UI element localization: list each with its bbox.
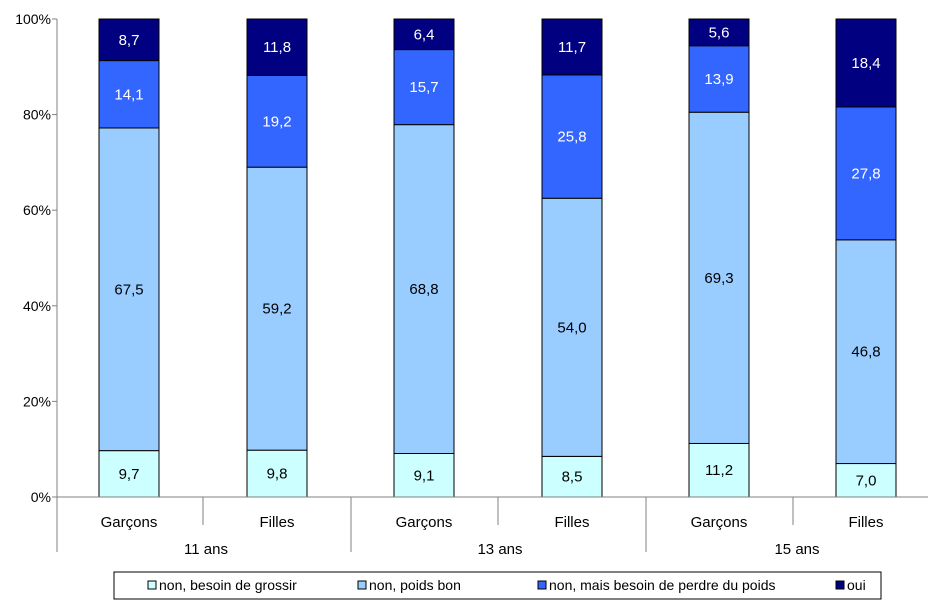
bar-segment	[835, 463, 897, 498]
group-label: 15 ans	[774, 541, 819, 558]
data-label: 14,1	[114, 86, 143, 103]
axes-layer: 0% 20% 40% 60% 80% 100% Garçons Filles Garçons Fi…	[15, 11, 928, 558]
data-label: 67,5	[114, 281, 143, 298]
legend: non, besoin de grossir non, poids bon non,…	[113, 571, 882, 600]
legend-label: oui	[847, 577, 866, 593]
data-label: 11,7	[558, 39, 586, 56]
bar-segment	[246, 166, 308, 451]
data-label: 18,4	[851, 55, 880, 72]
bar-segment	[393, 18, 455, 51]
group-label: 11 ans	[184, 541, 228, 558]
data-label: 7,0	[856, 472, 877, 489]
bar-segment	[393, 124, 455, 455]
bar-segment	[541, 74, 603, 199]
data-label: 59,2	[262, 301, 291, 318]
legend-label: non, mais besoin de perdre du poids	[549, 577, 775, 593]
data-label: 69,3	[704, 270, 733, 287]
legend-swatch	[537, 580, 547, 590]
data-label: 68,8	[409, 281, 438, 298]
legend-label: non, poids bon	[369, 577, 461, 593]
data-label: 11,2	[705, 462, 733, 479]
y-tick-label: 80%	[23, 107, 51, 123]
data-label: 9,1	[414, 467, 435, 484]
bar-segment	[688, 442, 750, 498]
data-label: 6,4	[414, 26, 435, 43]
y-tick-label: 20%	[23, 393, 51, 409]
bar-segment	[541, 18, 603, 76]
data-label: 8,5	[562, 469, 583, 486]
data-label: 8,7	[119, 32, 140, 49]
legend-swatch	[357, 580, 367, 590]
bar-segment	[98, 127, 160, 452]
bars-layer: 9,7 67,5 14,1 8,7 9,8 59,2 19,2 11,8 9,1 68,8 15,7…	[98, 18, 897, 498]
x-tick-label: Garçons	[396, 514, 453, 531]
bar-segment	[98, 18, 160, 62]
y-tick-label: 100%	[15, 11, 51, 27]
bar-segment	[835, 18, 897, 108]
data-label: 25,8	[557, 129, 586, 146]
data-label: 5,6	[709, 24, 730, 41]
bar-segment	[688, 18, 750, 47]
data-label: 11,8	[263, 39, 291, 56]
data-label: 19,2	[262, 113, 291, 130]
y-tick-label: 0%	[31, 489, 51, 505]
bar-segment	[393, 49, 455, 126]
y-tick-label: 40%	[23, 298, 51, 314]
bar-segment	[246, 74, 308, 168]
data-label: 27,8	[851, 165, 880, 182]
legend-label: non, besoin de grossir	[159, 577, 297, 593]
x-tick-label: Filles	[848, 514, 883, 531]
data-label: 15,7	[409, 79, 438, 96]
y-tick-label: 60%	[23, 202, 51, 218]
bar-segment	[688, 45, 750, 113]
bar-segment	[98, 450, 160, 498]
x-tick-label: Filles	[259, 514, 294, 531]
x-tick-label: Garçons	[101, 514, 158, 531]
data-label: 9,8	[267, 466, 288, 483]
bar-segment	[835, 106, 897, 241]
bar-segment	[688, 111, 750, 444]
legend-box	[113, 571, 882, 600]
legend-swatch	[835, 580, 845, 590]
x-tick-label: Filles	[554, 514, 589, 531]
data-label: 13,9	[704, 71, 733, 88]
bar-segment	[246, 18, 308, 76]
x-tick-label: Garçons	[691, 514, 748, 531]
data-label: 54,0	[557, 319, 586, 336]
data-label: 46,8	[851, 344, 880, 361]
group-label: 13 ans	[477, 541, 522, 558]
legend-swatch	[147, 580, 157, 590]
data-label: 9,7	[119, 466, 140, 483]
